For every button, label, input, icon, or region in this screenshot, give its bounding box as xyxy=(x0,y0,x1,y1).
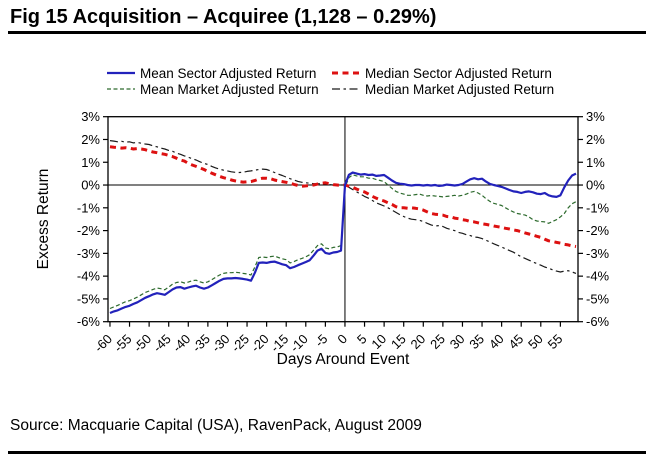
title-rule xyxy=(8,31,646,34)
y-tick-label-right: 1% xyxy=(586,155,605,170)
y-tick-label-right: -6% xyxy=(586,314,610,329)
y-tick-label-right: 3% xyxy=(586,109,605,124)
series-line-median-market-adjusted-return xyxy=(109,140,577,274)
y-tick-label: -2% xyxy=(77,223,101,238)
x-tick-label: 35 xyxy=(466,331,487,352)
y-tick-label: 0% xyxy=(81,178,100,193)
legend-label-mean-market: Mean Market Adjusted Return xyxy=(140,82,319,97)
y-tick-label: -6% xyxy=(77,314,101,329)
y-tick-label: 2% xyxy=(81,132,100,147)
plot-area: 3% 3% 2% 2% 1% 1% 0% 0% -1% -1% -2% -2% -3% -3% -4% -4%… xyxy=(77,109,610,355)
y-tick-label-right: -3% xyxy=(586,246,610,261)
x-tick-label: 10 xyxy=(368,331,389,352)
y-tick-label-right: 0% xyxy=(586,178,605,193)
legend-label-median-sector: Median Sector Adjusted Return xyxy=(365,66,552,81)
bottom-rule xyxy=(8,451,646,454)
x-tick-label: 40 xyxy=(486,331,507,352)
y-tick-label: -3% xyxy=(77,246,101,261)
y-tick-label: -4% xyxy=(77,269,101,284)
y-axis-title: Excess Return xyxy=(35,169,52,270)
series-line-mean-market-adjusted-return xyxy=(109,174,577,310)
y-tick-label: -1% xyxy=(77,200,101,215)
figure-title: Fig 15 Acquisition – Acquiree (1,128 – 0… xyxy=(10,6,437,28)
x-tick-label: 25 xyxy=(427,331,448,352)
y-tick-label-right: -1% xyxy=(586,200,610,215)
x-tick-label: 50 xyxy=(525,331,546,352)
series-line-median-sector-adjusted-return xyxy=(109,145,577,248)
x-tick-label: 45 xyxy=(505,331,526,352)
y-tick-label: 3% xyxy=(81,109,100,124)
y-tick-label: 1% xyxy=(81,155,100,170)
y-tick-label-right: -2% xyxy=(586,223,610,238)
x-tick-label: 5 xyxy=(354,331,370,347)
x-tick-label: 20 xyxy=(408,331,429,352)
legend: Mean Sector Adjusted Return Median Secto… xyxy=(107,66,554,97)
series-line-mean-sector-adjusted-return xyxy=(109,171,577,315)
y-tick-label-right: -4% xyxy=(586,269,610,284)
legend-label-median-market: Median Market Adjusted Return xyxy=(365,82,554,97)
x-tick-label: 0 xyxy=(334,331,350,347)
x-axis-title: Days Around Event xyxy=(277,351,410,368)
x-tick-label: -5 xyxy=(312,331,331,350)
x-tick-label: 15 xyxy=(388,331,409,352)
legend-label-mean-sector: Mean Sector Adjusted Return xyxy=(140,66,316,81)
source-text: Source: Macquarie Capital (USA), RavenPa… xyxy=(10,417,422,434)
y-tick-label: -5% xyxy=(77,291,101,306)
x-tick-label: 55 xyxy=(545,331,566,352)
y-tick-label-right: 2% xyxy=(586,132,605,147)
y-tick-label-right: -5% xyxy=(586,291,610,306)
x-tick-label: 30 xyxy=(447,331,468,352)
plot-border xyxy=(107,116,579,323)
